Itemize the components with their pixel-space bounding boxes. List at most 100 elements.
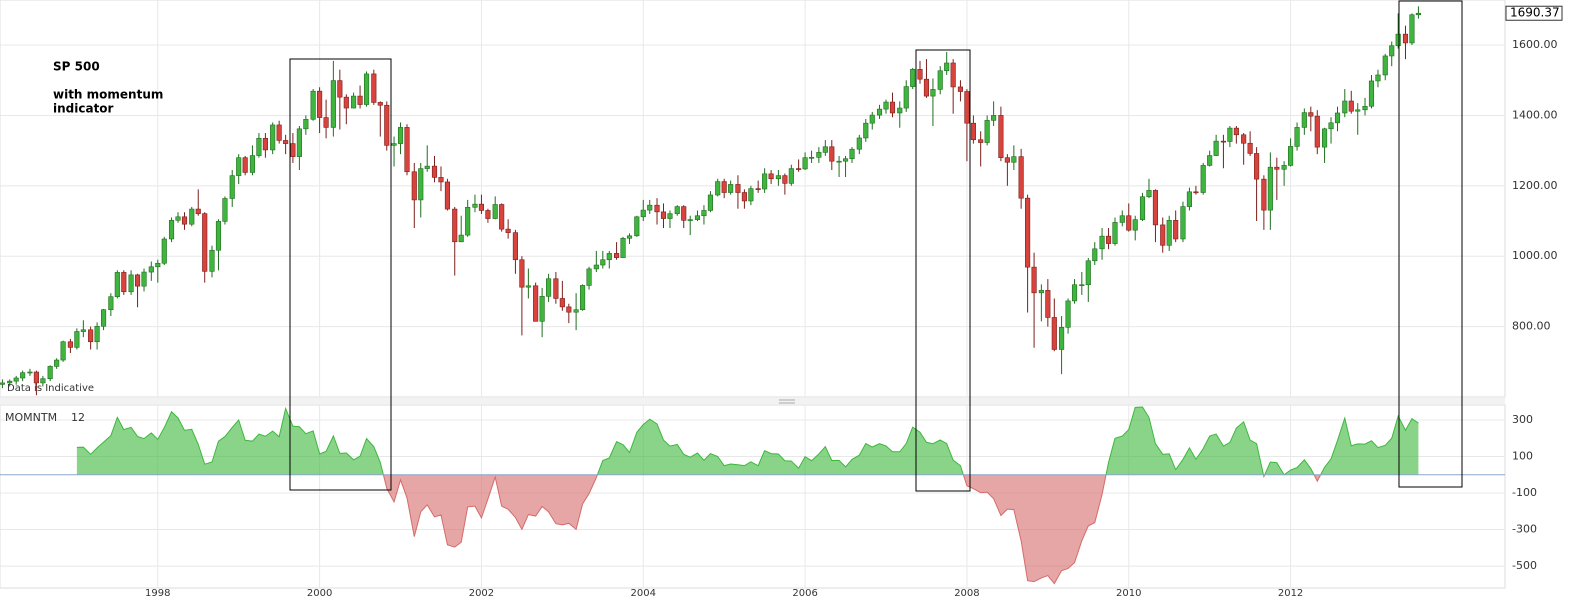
candle-body: [1105, 235, 1112, 244]
candle-body: [424, 165, 430, 169]
candle-body: [397, 127, 404, 144]
candle-body: [923, 78, 930, 97]
candle-body: [128, 274, 134, 293]
candle-body: [181, 216, 188, 225]
indicator-tick-label: 300: [1512, 413, 1533, 426]
candle-body: [626, 235, 633, 239]
candle-body: [505, 228, 511, 233]
candle-body: [337, 80, 343, 98]
candle-body: [431, 165, 438, 178]
candle-body: [1166, 220, 1172, 246]
candle-body: [573, 309, 579, 313]
x-tick-label: 2010: [1116, 588, 1141, 599]
candle-body: [788, 168, 794, 184]
candle-body: [108, 296, 114, 311]
candle-body: [917, 69, 923, 80]
candle-body: [74, 331, 80, 348]
candle-body: [741, 192, 747, 202]
candle-body: [606, 253, 612, 261]
candle-body: [391, 143, 397, 146]
y-tick-label: 1000.00: [1512, 249, 1558, 262]
candle-body: [836, 160, 842, 163]
candle-body: [735, 184, 741, 193]
indicator-pane: [0, 404, 1506, 589]
candle-body: [303, 119, 309, 130]
candle-body: [478, 203, 485, 211]
candle-body: [748, 188, 754, 202]
candle-body: [189, 208, 195, 225]
candle-body: [1160, 224, 1166, 246]
candle-body: [869, 114, 875, 124]
candle-body: [1308, 112, 1314, 117]
candle-body: [1099, 235, 1105, 250]
candle-body: [586, 268, 592, 286]
y-tick-label: 1400.00: [1512, 108, 1558, 121]
candle-body: [141, 271, 147, 287]
candle-body: [256, 138, 262, 156]
candle-body: [438, 177, 444, 183]
candle-body: [155, 262, 161, 268]
candle-body: [707, 194, 713, 211]
candle-body: [1227, 127, 1233, 142]
y-tick-label: 1600.00: [1512, 38, 1558, 51]
candle-body: [195, 208, 201, 214]
candle-body: [404, 127, 410, 173]
candle-body: [978, 139, 984, 143]
candle-body: [296, 128, 302, 157]
candle-body: [161, 238, 167, 264]
indicator-tick-label: -500: [1512, 559, 1537, 572]
candle-body: [262, 138, 268, 151]
candle-body: [1018, 156, 1024, 199]
candle-body: [276, 124, 282, 141]
candle-body: [317, 90, 323, 118]
candle-body: [566, 306, 572, 313]
candle-body: [768, 173, 774, 180]
candle-body: [67, 341, 73, 348]
candle-body: [930, 89, 936, 97]
candle-body: [1247, 142, 1253, 154]
candle-body: [897, 107, 903, 114]
candle-body: [458, 234, 464, 243]
candle-body: [715, 181, 721, 196]
candle-body: [371, 73, 377, 103]
candle-body: [970, 122, 976, 141]
candle-body: [613, 253, 620, 258]
y-tick-label: 1200.00: [1512, 179, 1558, 192]
candle-body: [1288, 146, 1294, 166]
candle-body: [175, 216, 181, 221]
candle-body: [1241, 134, 1247, 144]
chart-subtitle: indicator: [53, 102, 114, 116]
candle-body: [114, 272, 120, 297]
candle-body: [1112, 222, 1118, 244]
candle-body: [351, 95, 357, 109]
candle-body: [1119, 215, 1125, 223]
candle-body: [634, 216, 640, 237]
candle-body: [1065, 300, 1071, 328]
candle-body: [1004, 157, 1010, 163]
candle-body: [1146, 190, 1152, 198]
candle-body: [1132, 219, 1138, 231]
x-tick-label: 2006: [792, 588, 817, 599]
candle-body: [88, 329, 94, 343]
candle-body: [60, 341, 66, 361]
candle-body: [40, 378, 46, 384]
candle-body: [1254, 153, 1260, 180]
momentum-area-positive: [76, 407, 1419, 475]
candle-body: [984, 120, 990, 143]
candle-body: [1281, 165, 1287, 170]
candle-body: [1389, 45, 1395, 57]
candle-body: [363, 73, 370, 105]
candle-body: [647, 204, 653, 211]
candle-body: [1193, 191, 1199, 194]
candle-body: [202, 213, 208, 272]
candle-body: [215, 221, 222, 251]
candle-body: [796, 168, 802, 170]
candle-body: [1045, 290, 1051, 318]
candle-body: [512, 232, 518, 261]
candle-body: [283, 140, 289, 144]
candle-body: [829, 146, 835, 162]
candle-body: [1059, 327, 1065, 350]
candle-body: [889, 101, 896, 114]
candle-body: [310, 90, 316, 120]
candle-body: [950, 62, 956, 88]
